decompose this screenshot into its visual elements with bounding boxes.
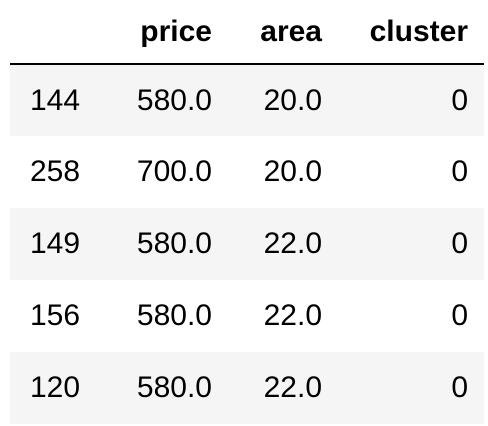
cluster-cell: 0 bbox=[451, 83, 468, 117]
column-header-cluster: cluster bbox=[334, 0, 484, 65]
row-index: 156 bbox=[30, 299, 81, 332]
price-cell: 580.0 bbox=[136, 83, 212, 117]
area-cell: 20.0 bbox=[263, 155, 322, 188]
table-header: price area cluster bbox=[10, 0, 484, 65]
index-header bbox=[10, 0, 104, 65]
cluster-cell: 0 bbox=[451, 299, 468, 332]
area-cell: 22.0 bbox=[263, 371, 322, 404]
table-row: 149 580.0 22.0 0 bbox=[10, 208, 484, 280]
cluster-cell: 0 bbox=[451, 371, 468, 404]
area-cell: 20.0 bbox=[263, 83, 322, 117]
table-row: 258 700.0 20.0 0 bbox=[10, 136, 484, 208]
row-index: 149 bbox=[30, 227, 81, 260]
header-row: price area cluster bbox=[10, 0, 484, 65]
table-row: 144 580.0 20.0 0 bbox=[10, 64, 484, 136]
table-body: 144 580.0 20.0 0 258 700.0 20.0 0 149 58… bbox=[10, 64, 484, 424]
area-cell: 22.0 bbox=[263, 299, 322, 332]
row-index: 120 bbox=[30, 371, 81, 404]
dataframe-table: price area cluster 144 580.0 20.0 0 258 … bbox=[10, 0, 484, 424]
column-header-price: price bbox=[104, 0, 224, 65]
area-cell: 22.0 bbox=[263, 227, 322, 260]
price-cell: 580.0 bbox=[136, 227, 212, 260]
table-row: 156 580.0 22.0 0 bbox=[10, 280, 484, 352]
cluster-cell: 0 bbox=[451, 155, 468, 188]
price-cell: 580.0 bbox=[136, 299, 212, 332]
row-index: 144 bbox=[30, 83, 81, 117]
column-header-area: area bbox=[224, 0, 334, 65]
price-cell: 580.0 bbox=[136, 371, 212, 404]
table-row: 120 580.0 22.0 0 bbox=[10, 352, 484, 424]
row-index: 258 bbox=[30, 155, 81, 188]
cluster-cell: 0 bbox=[451, 227, 468, 260]
price-cell: 700.0 bbox=[136, 155, 212, 188]
